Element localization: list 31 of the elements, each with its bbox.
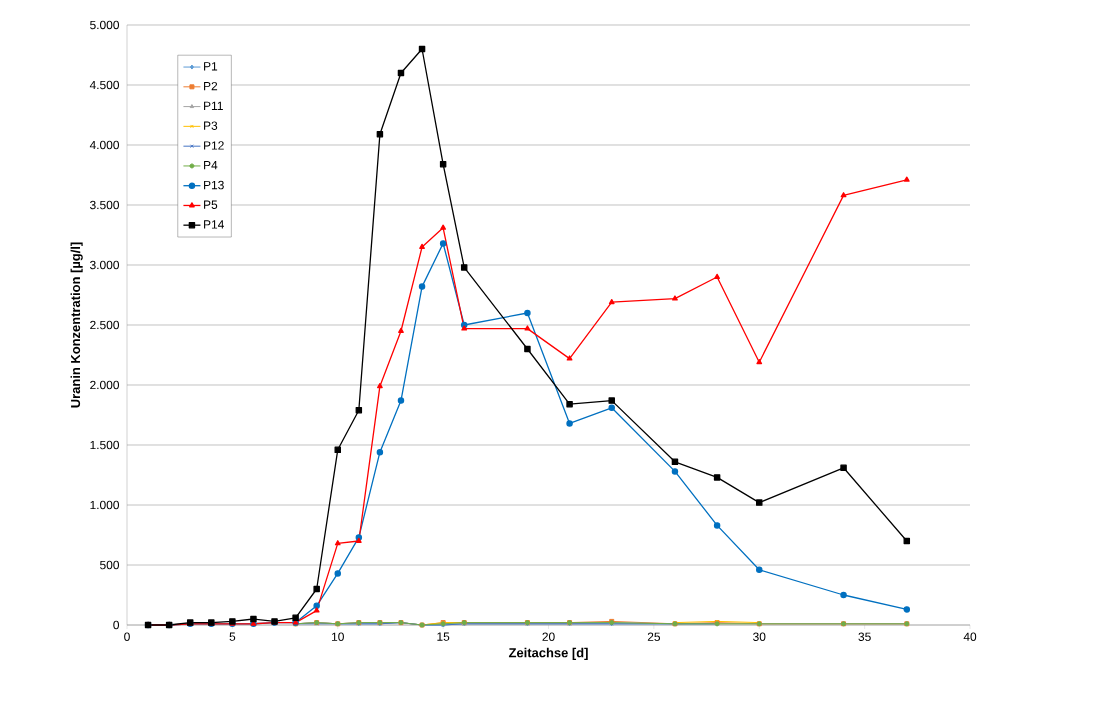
x-tick-label: 25 [647, 632, 661, 641]
legend-label: P1 [204, 62, 218, 71]
y-tick-label: 4.000 [89, 140, 120, 150]
y-tick-label: 1.000 [90, 500, 120, 510]
y-tick-label: 1.500 [90, 440, 120, 450]
x-tick-label: 35 [858, 632, 871, 641]
x-tick-label: 5 [229, 632, 236, 641]
x-tick-label: 10 [332, 632, 344, 641]
y-tick-label: 500 [100, 560, 120, 570]
legend-label: P4 [204, 161, 218, 170]
legend-label: P11 [204, 101, 223, 110]
x-axis-title: Zeitachse [d] [508, 647, 588, 660]
y-tick-label: 3.500 [90, 200, 120, 210]
legend-label: P3 [204, 121, 218, 130]
legend-label: P12 [204, 141, 224, 150]
y-tick-label: 4.500 [89, 80, 120, 90]
x-tick-label: 0 [124, 632, 130, 641]
x-tick-label: 30 [753, 632, 766, 641]
x-tick-label: 40 [963, 632, 977, 641]
legend-label: P13 [204, 180, 224, 190]
y-tick-label: 5.000 [90, 20, 120, 30]
x-tick-label: 15 [437, 632, 450, 641]
y-tick-label: 0 [113, 620, 120, 630]
y-tick-label: 3.000 [90, 260, 120, 270]
legend-label: P14 [204, 220, 224, 229]
y-tick-label: 2.500 [90, 320, 120, 330]
y-axis-title: Uranin Konzentration [µg/l] [70, 242, 83, 408]
legend-label: P2 [204, 81, 218, 91]
legend-label: P5 [204, 200, 218, 209]
x-tick-label: 20 [542, 632, 555, 641]
y-tick-label: 2.000 [90, 380, 120, 390]
